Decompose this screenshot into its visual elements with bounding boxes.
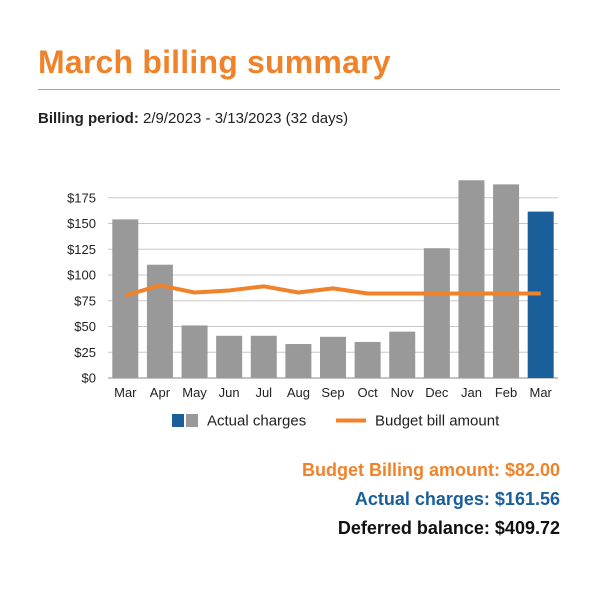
bar-actual-charge xyxy=(146,264,173,378)
billing-period-label: Billing period: xyxy=(38,110,139,127)
y-tick-label: $100 xyxy=(67,268,96,283)
bar-actual-charge xyxy=(320,336,346,378)
budget-line-layer xyxy=(124,283,541,298)
x-tick-labels: Mar Apr May Jun Jul Aug Sep Oct Nov Dec Jan Feb Mar xyxy=(114,385,552,400)
bar-actual-charge xyxy=(423,248,450,378)
deferred-balance-amount: Deferred balance: $409.72 xyxy=(337,518,560,538)
legend-swatch-actual xyxy=(186,414,198,427)
actual-charges-amount: Actual charges: $161.56 xyxy=(354,489,560,509)
y-tick-label: $125 xyxy=(67,242,96,257)
bar-actual-charge xyxy=(458,180,485,378)
bar-actual-charge xyxy=(285,344,312,378)
bar-actual-charge xyxy=(181,325,208,378)
bar-actual-charge xyxy=(389,331,416,378)
billing-period: Billing period: 2/9/2023 - 3/13/2023 (32… xyxy=(38,110,348,127)
y-tick-label: $50 xyxy=(74,319,96,334)
page-title: March billing summary xyxy=(38,44,391,80)
y-tick-label: $0 xyxy=(82,371,96,386)
x-tick-label: Nov xyxy=(391,385,415,400)
title-divider xyxy=(38,89,560,90)
y-tick-label: $150 xyxy=(67,216,96,231)
x-tick-label: Dec xyxy=(425,385,449,400)
bar-actual-charge xyxy=(216,335,243,378)
bar-actual-charge xyxy=(354,341,381,378)
x-tick-label: Jul xyxy=(255,385,272,400)
budget-billing-amount: Budget Billing amount: $82.00 xyxy=(301,460,560,480)
x-tick-label: Mar xyxy=(529,385,552,400)
x-tick-label: Aug xyxy=(287,385,310,400)
bar-actual-charge xyxy=(250,335,277,378)
x-tick-label: Sep xyxy=(321,385,344,400)
y-tick-label: $175 xyxy=(67,190,96,205)
billing-chart: $0 $25 $50 $75 $100 $125 $150 $175 Mar Apr May Jun… xyxy=(67,180,558,430)
budget-bill-line xyxy=(124,283,541,298)
legend-swatch-current xyxy=(172,414,184,427)
legend-label-actual: Actual charges xyxy=(207,413,306,430)
bar-actual-charge xyxy=(493,184,520,378)
chart-bars xyxy=(112,180,554,378)
y-tick-label: $25 xyxy=(74,345,96,360)
legend-label-budget: Budget bill amount xyxy=(375,413,500,430)
billing-period-value: 2/9/2023 - 3/13/2023 (32 days) xyxy=(143,110,349,127)
x-tick-label: Feb xyxy=(495,385,517,400)
x-tick-label: Mar xyxy=(114,385,137,400)
y-tick-label: $75 xyxy=(74,293,96,308)
x-tick-label: Jun xyxy=(219,385,240,400)
y-tick-labels: $0 $25 $50 $75 $100 $125 $150 $175 xyxy=(67,190,96,385)
chart-legend: Actual charges Budget bill amount xyxy=(172,413,500,430)
bar-actual-charge xyxy=(112,219,139,378)
x-tick-label: May xyxy=(182,385,207,400)
x-tick-label: Oct xyxy=(357,385,378,400)
x-tick-label: Jan xyxy=(461,385,482,400)
x-tick-label: Apr xyxy=(150,385,171,400)
